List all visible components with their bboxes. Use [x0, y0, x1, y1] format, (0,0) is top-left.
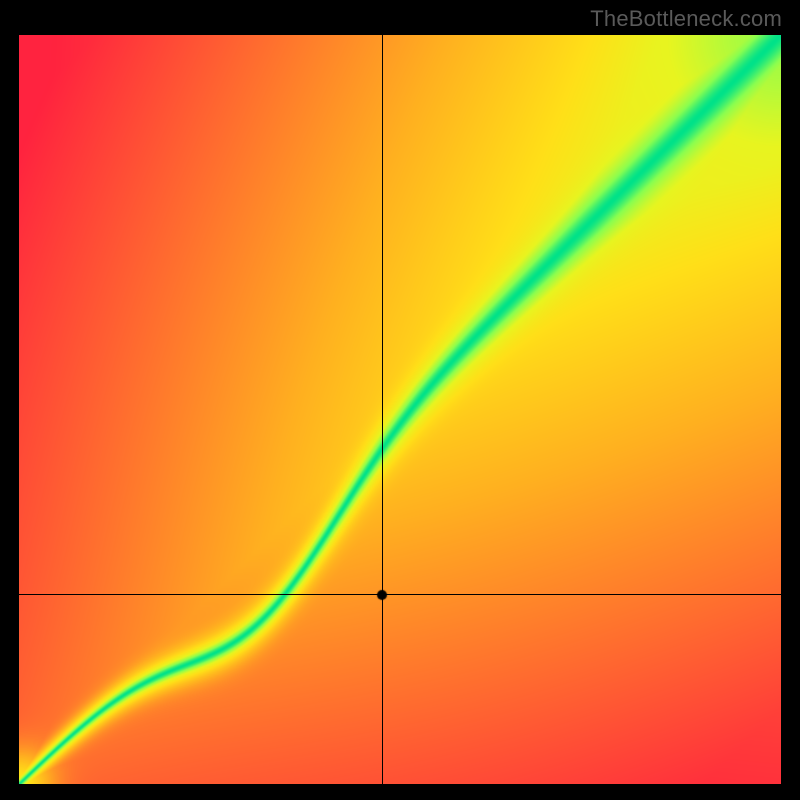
crosshair-vertical — [382, 35, 383, 784]
watermark-text: TheBottleneck.com — [590, 6, 782, 32]
crosshair-marker — [376, 589, 388, 601]
chart-container: TheBottleneck.com — [0, 0, 800, 800]
crosshair-horizontal — [19, 594, 781, 595]
bottleneck-heatmap — [19, 35, 781, 784]
